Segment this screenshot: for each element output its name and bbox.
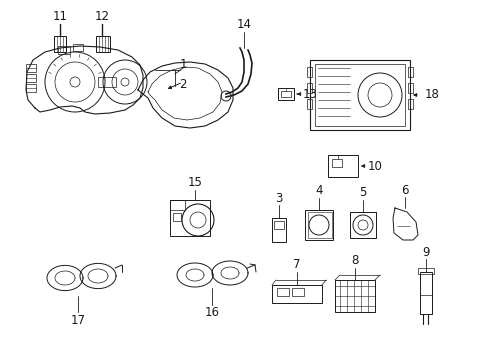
Text: 12: 12 (94, 9, 109, 22)
Bar (417, 268, 433, 274)
Text: 10: 10 (367, 159, 382, 172)
Bar (54, 36, 66, 52)
Bar (173, 213, 181, 221)
Bar (419, 272, 431, 314)
Text: 14: 14 (236, 18, 251, 31)
Bar (306, 99, 311, 109)
Bar (291, 288, 304, 296)
Bar (327, 155, 357, 177)
Bar (349, 212, 375, 238)
Bar (309, 60, 409, 130)
Bar (306, 67, 311, 77)
Bar (98, 77, 116, 87)
Text: 17: 17 (70, 314, 85, 327)
Text: 4: 4 (315, 184, 322, 198)
Bar (26, 64, 36, 72)
Bar (307, 212, 331, 238)
Bar (273, 221, 284, 229)
Bar (407, 67, 412, 77)
Bar (58, 46, 70, 54)
Bar (278, 88, 293, 100)
Text: 2: 2 (179, 78, 186, 91)
Text: 7: 7 (293, 258, 300, 271)
Text: 1: 1 (179, 58, 186, 72)
Bar (271, 218, 285, 242)
Bar (26, 84, 36, 92)
Bar (170, 200, 209, 236)
Text: 6: 6 (401, 184, 408, 197)
Bar (26, 74, 36, 82)
Bar (276, 288, 288, 296)
Text: 9: 9 (421, 246, 429, 258)
Bar (271, 285, 321, 303)
Bar (96, 36, 110, 52)
Text: 18: 18 (424, 89, 439, 102)
Bar (281, 91, 290, 97)
Text: 13: 13 (302, 87, 317, 100)
Bar (73, 44, 83, 51)
Bar (407, 83, 412, 93)
Bar (305, 210, 332, 240)
Text: 11: 11 (52, 9, 67, 22)
Bar (314, 64, 404, 126)
Bar (331, 159, 341, 167)
Bar (407, 99, 412, 109)
Bar (170, 200, 184, 210)
Text: 3: 3 (275, 192, 282, 204)
Bar (334, 280, 374, 312)
Text: 16: 16 (204, 306, 219, 320)
Text: 5: 5 (359, 186, 366, 199)
Bar (306, 83, 311, 93)
Text: 8: 8 (350, 255, 358, 267)
Text: 15: 15 (187, 176, 202, 189)
